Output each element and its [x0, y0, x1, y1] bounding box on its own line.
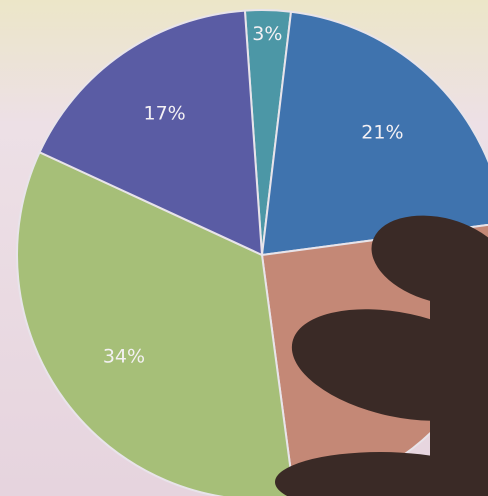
pie-slice: [260, 10, 488, 257]
hand: [275, 215, 488, 496]
pie-slice: [38, 9, 264, 257]
data-label: 3%: [252, 23, 282, 45]
data-label: 21%: [361, 121, 403, 143]
palm: [430, 250, 488, 496]
data-label: 17%: [143, 102, 185, 124]
data-label: 34%: [103, 345, 145, 367]
